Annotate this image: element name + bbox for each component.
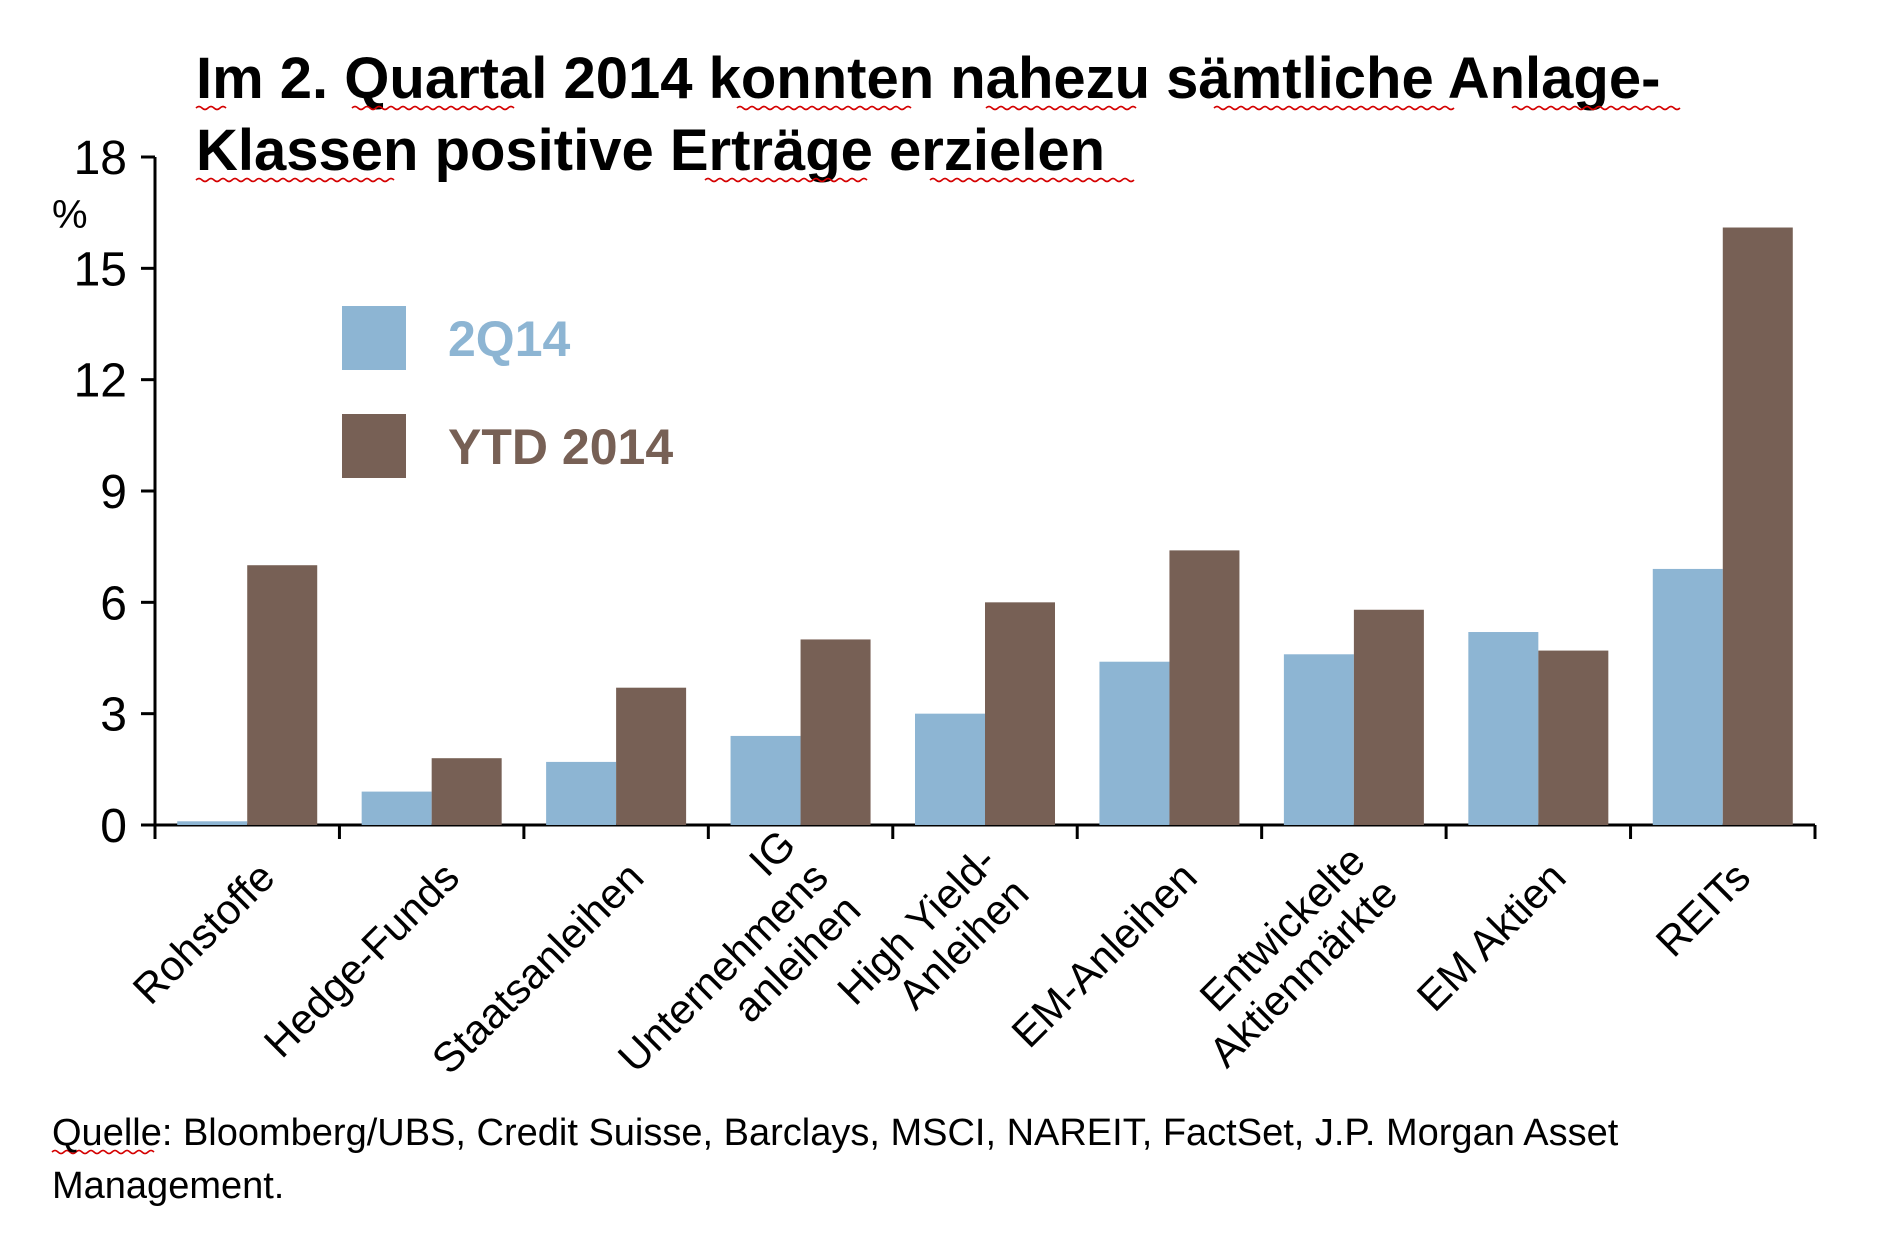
legend-label: YTD 2014 (448, 419, 673, 475)
category-label-8: EM Aktien (1408, 853, 1575, 1020)
category-labels: RohstoffeHedge-FundsStaatsanleihenIGUnte… (124, 821, 1759, 1083)
bar-ytd-8 (1538, 650, 1609, 825)
y-tick-label: 15 (74, 243, 127, 296)
y-ticks: 0 3 6 9 12 15 18 (74, 132, 155, 853)
x-axis (153, 823, 1817, 839)
legend: 2Q14 YTD 2014 (342, 306, 673, 478)
bar-ytd-7 (1353, 609, 1424, 825)
legend-item-ytd: YTD 2014 (342, 414, 673, 478)
source-note: Quelle: Bloomberg/UBS, Credit Suisse, Ba… (52, 1112, 1619, 1207)
bar-q2-3 (546, 761, 617, 825)
bar-q2-9 (1652, 568, 1723, 825)
bar-q2-8 (1468, 632, 1539, 825)
category-label-line: Rohstoffe (124, 853, 284, 1013)
y-tick-label: 12 (74, 355, 127, 408)
legend-label: 2Q14 (448, 311, 571, 367)
chart-title: Im 2. Quartal 2014 konnten nahezu sämtli… (51, 46, 1681, 1155)
y-axis-unit-label: % (52, 193, 88, 237)
source-line-1: Quelle: Bloomberg/UBS, Credit Suisse, Ba… (52, 1112, 1619, 1154)
legend-swatch (342, 414, 406, 478)
legend-swatch (342, 306, 406, 370)
bars (177, 227, 1793, 825)
category-label-5: High Yield-Anleihen (828, 837, 1037, 1018)
bar-q2-4 (730, 735, 801, 825)
category-label-9: REITs (1647, 853, 1759, 965)
chart-title-line-2: Klassen positive Erträge erzielen (196, 118, 1105, 183)
bar-q2-5 (915, 713, 985, 825)
chart-title-line-1: Im 2. Quartal 2014 konnten nahezu sämtli… (196, 46, 1660, 111)
source-line-2: Management. (52, 1165, 284, 1207)
bar-ytd-3 (616, 687, 687, 825)
bar-q2-7 (1283, 654, 1354, 825)
y-tick-label: 18 (74, 132, 127, 185)
y-tick-label: 0 (100, 800, 127, 853)
y-axis: 0 3 6 9 12 15 18 % (52, 132, 157, 853)
bar-ytd-9 (1722, 227, 1793, 825)
category-label-line: REITs (1647, 853, 1759, 965)
bar-ytd-2 (431, 758, 502, 825)
bar-q2-2 (361, 791, 432, 825)
category-label-6: EM-Anleihen (1002, 853, 1205, 1056)
bar-ytd-5 (985, 602, 1055, 825)
category-label-2: Hedge-Funds (255, 853, 468, 1066)
category-label-line: EM-Anleihen (1002, 853, 1205, 1056)
bar-ytd-4 (800, 639, 871, 825)
x-ticks (153, 825, 1817, 839)
y-tick-label: 3 (100, 689, 127, 742)
spellcheck-underlines (51, 105, 1681, 1155)
bar-q2-1 (177, 821, 248, 825)
category-label-line: EM Aktien (1408, 853, 1575, 1020)
y-tick-label: 6 (100, 577, 127, 630)
bar-ytd-6 (1169, 550, 1240, 825)
legend-item-q2: 2Q14 (342, 306, 571, 370)
bar-q2-6 (1099, 661, 1170, 825)
bar-ytd-1 (247, 565, 318, 825)
category-label-line: Hedge-Funds (255, 853, 468, 1066)
category-label-1: Rohstoffe (124, 853, 284, 1013)
y-tick-label: 9 (100, 466, 127, 519)
